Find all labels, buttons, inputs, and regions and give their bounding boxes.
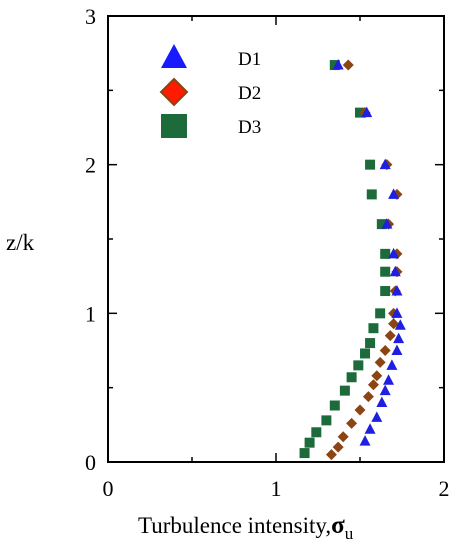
legend-marker-d3: [161, 114, 187, 138]
data-point-d2: [384, 330, 396, 342]
data-point-d1: [386, 359, 398, 370]
x-tick-label: 2: [439, 476, 450, 501]
data-point-d3: [376, 219, 387, 230]
legend-label-d2: D2: [238, 83, 261, 104]
data-point-d2: [325, 449, 337, 461]
data-point-d1: [388, 247, 400, 259]
data-point-d2: [367, 379, 379, 391]
legend-label-d1: D1: [238, 49, 261, 70]
data-point-d3: [365, 159, 376, 170]
data-point-d1: [394, 319, 406, 330]
data-point-d3: [375, 308, 386, 319]
data-point-d1: [361, 106, 373, 118]
data-point-d3: [380, 248, 391, 259]
data-point-d3: [380, 266, 391, 277]
data-point-d1: [391, 285, 403, 296]
series-d3: [299, 60, 391, 459]
data-point-d1: [376, 396, 388, 408]
data-point-d3: [365, 338, 376, 349]
data-point-d1: [379, 384, 391, 396]
data-point-d1: [388, 188, 400, 199]
data-point-d3: [311, 427, 322, 438]
x-axis-label-text: Turbulence intensity,: [138, 513, 331, 538]
data-points: [299, 59, 406, 461]
data-point-d1: [389, 265, 401, 277]
data-point-d3: [346, 372, 357, 383]
y-tick-label: 1: [85, 301, 96, 326]
legend-marker-d1: [161, 44, 187, 68]
y-axis-label: z/k: [6, 230, 35, 255]
data-point-d3: [329, 60, 340, 71]
data-point-d2: [362, 391, 374, 403]
axis-tick-labels: 0 1 2 3 0 1 2: [85, 4, 450, 501]
data-point-d3: [304, 437, 315, 448]
series-d1: [332, 59, 406, 446]
data-point-d2: [374, 356, 386, 368]
data-point-d3: [329, 400, 340, 411]
plot-frame: [107, 15, 445, 463]
data-point-d2: [337, 431, 349, 443]
data-point-d2: [371, 370, 383, 382]
data-point-d2: [354, 404, 366, 416]
series-d2: [325, 59, 403, 461]
data-point-d3: [299, 448, 310, 459]
axis-ticks: [107, 15, 445, 463]
y-tick-label: 0: [85, 450, 96, 475]
legend: D1 D2 D3: [159, 44, 261, 138]
data-point-d3: [353, 360, 364, 371]
x-tick-label: 1: [271, 476, 282, 501]
data-point-d3: [368, 323, 379, 334]
data-point-d3: [380, 286, 391, 297]
y-tick-label: 3: [85, 4, 96, 29]
data-point-d1: [393, 332, 405, 344]
data-point-d1: [364, 423, 376, 434]
data-point-d2: [332, 441, 344, 453]
x-axis-label: Turbulence intensity,σu: [138, 512, 354, 543]
data-point-d1: [371, 411, 383, 422]
data-point-d3: [321, 415, 332, 426]
data-point-d2: [346, 417, 358, 429]
data-point-d2: [388, 318, 400, 330]
data-point-d1: [359, 435, 371, 446]
legend-label-d3: D3: [238, 117, 261, 138]
legend-marker-d2: [159, 77, 189, 107]
data-point-d1: [379, 158, 391, 170]
data-point-d3: [339, 385, 350, 396]
data-point-d3: [366, 189, 377, 200]
data-point-d1: [383, 374, 395, 385]
x-axis-label-symbol: σ: [331, 512, 345, 539]
data-point-d3: [360, 348, 371, 359]
data-point-d1: [391, 344, 403, 355]
x-axis-label-subscript: u: [345, 524, 354, 543]
data-point-d1: [391, 307, 403, 318]
data-point-d2: [342, 59, 354, 71]
data-point-d2: [379, 345, 391, 356]
x-tick-label: 0: [103, 476, 114, 501]
y-tick-label: 2: [85, 153, 96, 178]
data-point-d1: [381, 218, 393, 229]
data-point-d1: [332, 59, 344, 70]
